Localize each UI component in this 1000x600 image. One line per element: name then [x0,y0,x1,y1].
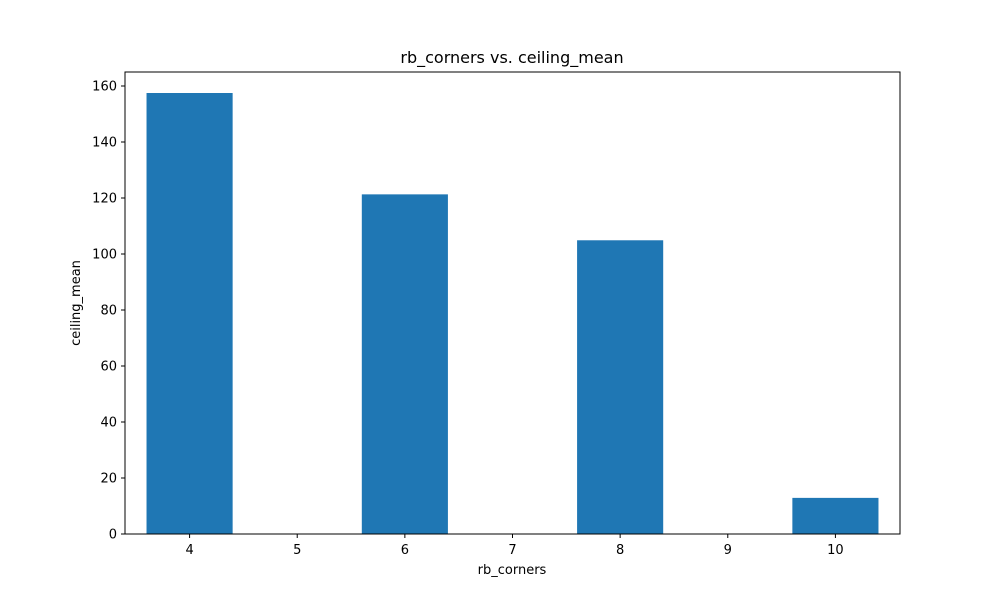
y-tick-label: 140 [92,136,117,151]
bar-10 [792,497,879,534]
x-tick-label: 5 [293,543,301,558]
y-tick-label: 120 [92,192,117,207]
x-tick-label: 4 [185,543,193,558]
bar-6 [361,194,448,535]
y-tick-label: 100 [92,248,117,263]
x-axis-ticks: 4 5 6 7 8 9 10 [185,534,844,558]
x-axis-label: rb_corners [478,563,547,578]
y-tick-label: 40 [100,416,117,431]
x-tick-label: 6 [401,543,409,558]
x-tick-label: 8 [616,543,624,558]
y-tick-label: 80 [100,304,117,319]
y-tick-label: 60 [100,360,117,375]
bar-8 [577,240,664,534]
x-tick-label: 7 [508,543,516,558]
y-axis-label: ceiling_mean [69,260,84,346]
bar-4 [146,93,233,534]
y-axis-ticks: 0 20 40 60 80 100 120 140 160 [92,80,125,543]
y-tick-label: 160 [92,80,117,95]
x-tick-label: 9 [724,543,732,558]
y-tick-label: 0 [109,528,117,543]
chart-title: rb_corners vs. ceiling_mean [400,48,623,68]
bars-layer [146,93,879,535]
y-tick-label: 20 [100,472,117,487]
x-tick-label: 10 [827,543,844,558]
